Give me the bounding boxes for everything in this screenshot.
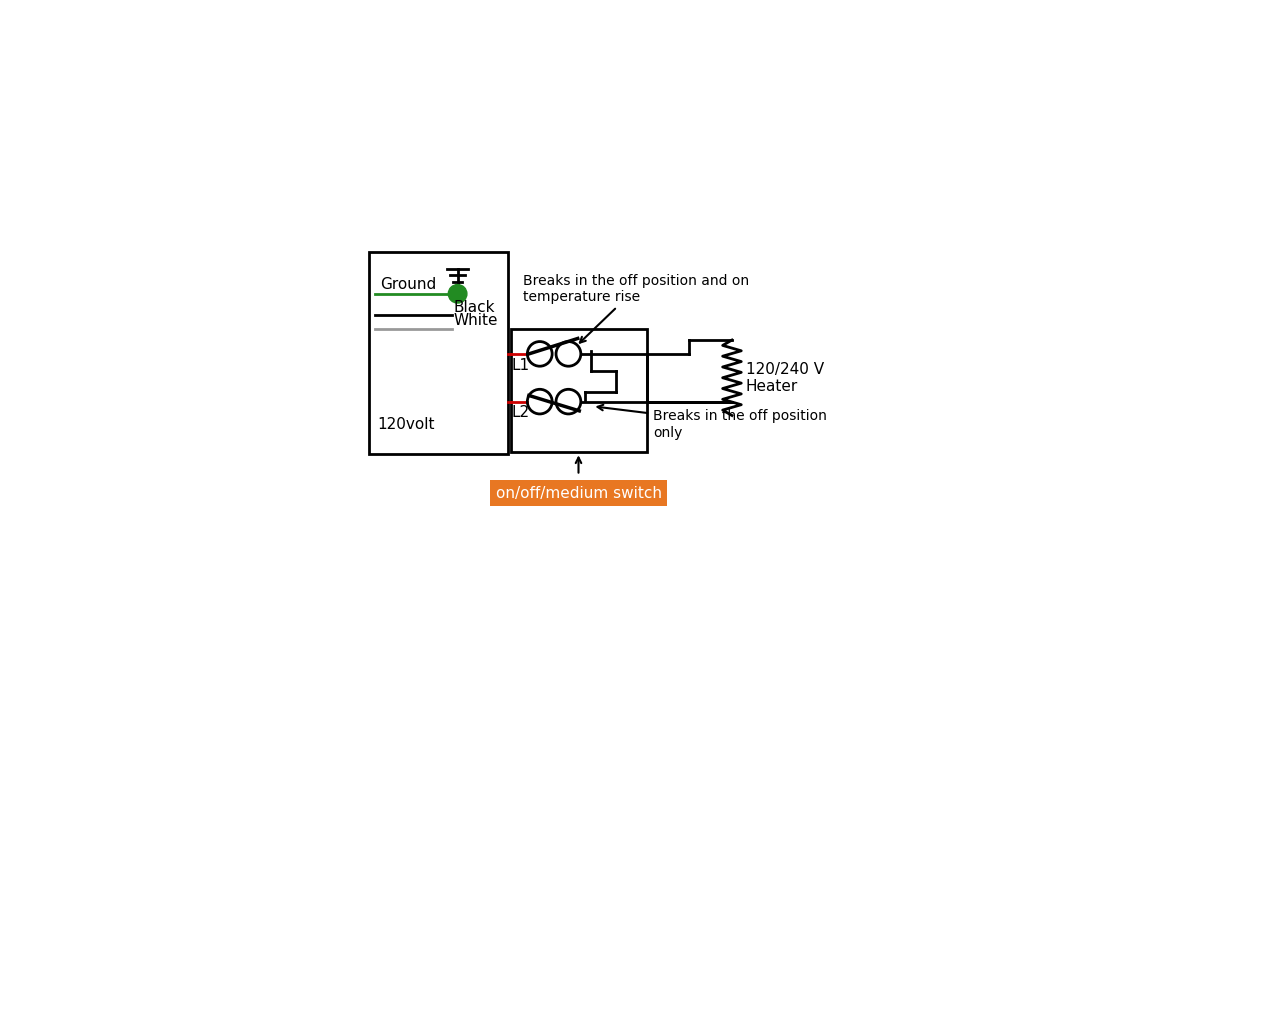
Text: White: White <box>453 313 498 329</box>
Text: L2: L2 <box>511 406 529 421</box>
Text: 120/240 V
Heater: 120/240 V Heater <box>746 361 824 394</box>
Text: Black: Black <box>453 300 495 314</box>
Text: Breaks in the off position
only: Breaks in the off position only <box>598 404 827 439</box>
Text: Ground: Ground <box>380 278 436 292</box>
Text: L1: L1 <box>511 357 529 373</box>
Circle shape <box>448 285 467 303</box>
Text: 120volt: 120volt <box>378 418 434 432</box>
Text: Breaks in the off position and on
temperature rise: Breaks in the off position and on temper… <box>522 273 749 343</box>
Bar <box>369 252 508 454</box>
Bar <box>511 330 646 453</box>
Text: on/off/medium switch: on/off/medium switch <box>495 485 662 501</box>
